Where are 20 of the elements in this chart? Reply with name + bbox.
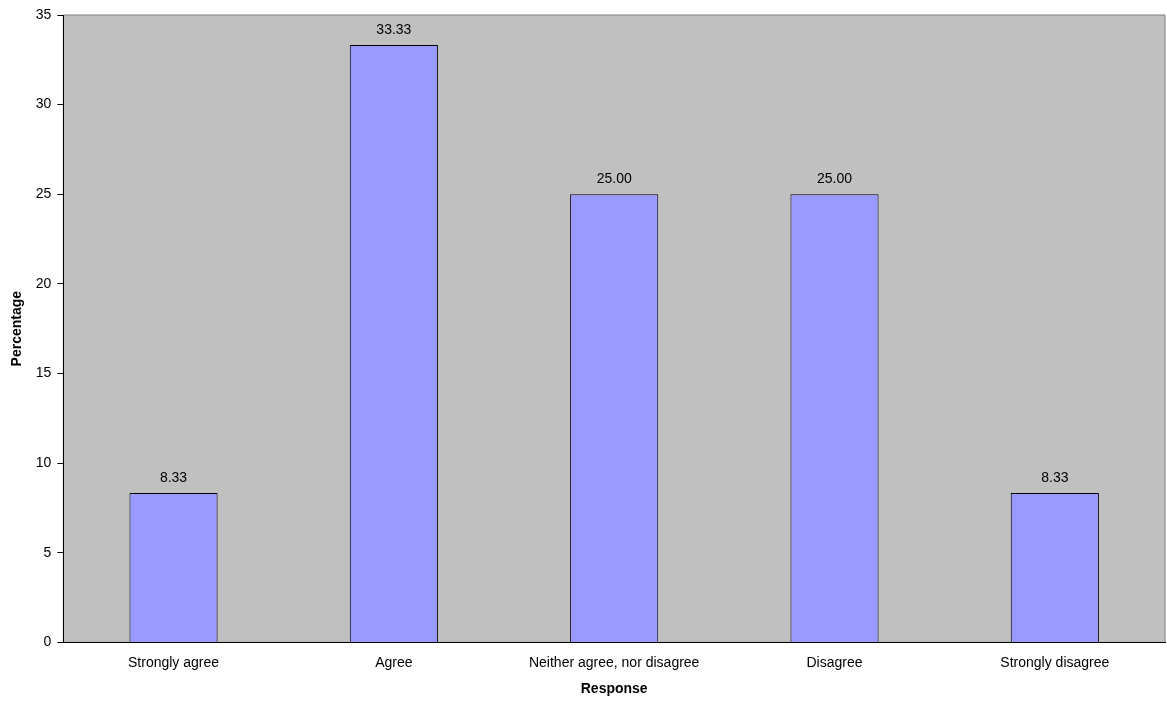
x-axis-title: Response [580,680,648,697]
x-tick-label: Neither agree, nor disagree [528,653,700,670]
data-label: 8.33 [1041,468,1069,485]
data-label: 33.33 [376,20,412,37]
y-tick-label: 15 [35,364,52,381]
y-tick-label: 0 [43,633,52,650]
y-tick-label: 25 [35,185,52,202]
y-tick-label: 10 [35,454,52,470]
data-label: 8.33 [159,468,188,485]
y-tick-label: 35 [35,5,52,22]
data-label: 25.00 [596,170,632,187]
x-tick-label: Disagree [806,653,863,670]
x-tick-label: Strongly agree [128,653,220,670]
x-tick-label: Strongly disagree [1000,653,1110,670]
y-tick-label: 5 [43,543,52,560]
x-tick-label: Agree [375,653,413,670]
y-tick-label: 20 [35,274,52,291]
data-label: 25.00 [816,170,853,187]
y-axis-title: Percentage [8,290,25,367]
y-tick-label: 30 [35,95,52,112]
